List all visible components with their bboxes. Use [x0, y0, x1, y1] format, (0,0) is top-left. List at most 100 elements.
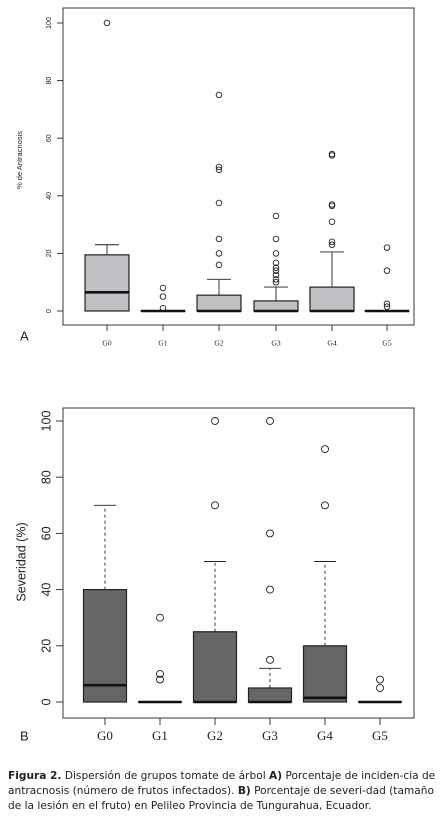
outlier-point: [156, 669, 164, 678]
outlier-point: [383, 303, 391, 310]
box-g3: [253, 212, 299, 313]
box-g5: [364, 244, 410, 313]
outlier-point: [328, 218, 336, 225]
outlier-point: [272, 235, 280, 243]
outlier-point: [272, 271, 280, 279]
plot-frame: [62, 7, 415, 326]
box-g1: [137, 613, 183, 704]
x-tick-label: G1: [158, 339, 167, 348]
caption-label-a: A): [269, 770, 283, 782]
box-g0: [82, 504, 128, 703]
outlier-point: [272, 267, 280, 274]
outlier-point: [215, 91, 223, 99]
box-rect: [192, 631, 238, 703]
box-rect: [247, 687, 293, 703]
outlier-point: [383, 267, 391, 274]
box-g5: [357, 675, 403, 704]
x-tick-label: G2: [214, 339, 223, 348]
box-rect: [309, 286, 355, 312]
outlier-point: [272, 278, 280, 286]
box-rect: [84, 254, 130, 312]
plot-frame: [62, 407, 415, 719]
y-tick-label: 40: [46, 192, 53, 200]
outlier-point: [215, 166, 223, 174]
y-axis-label: % de Antracnosis: [15, 131, 24, 189]
outlier-point: [383, 300, 391, 308]
y-tick-label: 20: [46, 249, 53, 257]
outlier-point: [266, 655, 274, 664]
outlier-point: [266, 585, 274, 594]
x-tick-label: G3: [271, 339, 280, 348]
chart-panel-b: 0 20 40 60 80 100 Severidad (%) G0 G1 G2 G3 G4 G5 B: [14, 407, 415, 743]
box-g4: [302, 445, 348, 703]
outlier-point: [376, 684, 384, 692]
outlier-point: [321, 445, 329, 454]
figure-caption: Figura 2. Dispersión de grupos tomate de…: [8, 769, 436, 814]
box-g1: [140, 284, 186, 313]
x-tick-label: G4: [327, 339, 336, 348]
x-tick-label: G5: [372, 728, 388, 743]
outlier-point: [266, 529, 274, 538]
figure-canvas: 0 20 40 60 80 100 % de Antracnosis G0 G1 G2 G3 G4 G5…: [14, 7, 415, 743]
box-g3: [247, 417, 293, 704]
x-tick-label: G0: [97, 728, 113, 743]
outlier-point: [272, 250, 280, 257]
x-tick-label: G2: [207, 728, 223, 743]
outlier-point: [328, 201, 336, 208]
outlier-point: [376, 675, 384, 684]
x-tick-label: G5: [382, 339, 391, 348]
outlier-point: [215, 261, 223, 269]
outlier-point: [211, 501, 219, 510]
box-rect: [253, 300, 299, 312]
outlier-point: [328, 150, 336, 158]
panel-label: A: [20, 328, 29, 343]
outlier-point: [211, 417, 219, 425]
y-tick-label: 0: [46, 309, 53, 313]
box-rect: [82, 588, 128, 703]
caption-label-b: B): [237, 785, 251, 797]
box-g0: [84, 19, 130, 312]
outlier-point: [328, 241, 336, 249]
caption-figure-label: Figura 2.: [8, 770, 62, 782]
caption-text-1: Dispersión de grupos tomate de árbol: [61, 770, 270, 782]
caption-text-3: Porcentaje de severi-dad (tamaño de la l…: [8, 785, 434, 812]
outlier-point: [215, 250, 223, 257]
y-tick-label: 40: [39, 583, 53, 597]
outlier-point: [272, 276, 280, 283]
outlier-point: [103, 19, 111, 27]
outlier-point: [272, 264, 280, 272]
outlier-point: [215, 199, 223, 207]
outlier-point: [328, 238, 336, 246]
x-tick-label: G3: [262, 728, 278, 743]
y-tick-label: 20: [39, 639, 53, 653]
y-tick-label: 80: [46, 77, 53, 85]
box-g2: [192, 417, 238, 704]
y-tick-label: 0: [39, 698, 53, 705]
caption-text-2: Porcentaje de inciden-cia de antracnosis…: [8, 770, 436, 797]
outlier-point: [383, 244, 391, 251]
x-tick-label: G4: [317, 728, 333, 743]
y-tick-label: 60: [46, 134, 53, 142]
box-rect: [302, 645, 348, 703]
y-tick-label: 60: [39, 526, 53, 540]
y-tick-label: 80: [39, 470, 53, 484]
box-rect: [196, 294, 242, 312]
outlier-point: [156, 613, 164, 622]
x-tick-label: G0: [102, 339, 111, 348]
outlier-point: [159, 284, 167, 292]
outlier-point: [159, 293, 167, 300]
outlier-point: [321, 501, 329, 510]
chart-panel-a: 0 20 40 60 80 100 % de Antracnosis G0 G1 G2 G3 G4 G5…: [15, 7, 415, 348]
outlier-point: [156, 675, 164, 684]
y-tick-label: 100: [39, 411, 53, 432]
panel-label: B: [20, 728, 29, 743]
box-g2: [196, 91, 242, 313]
outlier-point: [272, 259, 280, 267]
outlier-point: [215, 235, 223, 243]
x-tick-label: G1: [152, 728, 168, 743]
outlier-point: [215, 163, 223, 171]
outlier-point: [272, 212, 280, 220]
box-g4: [309, 150, 355, 313]
y-tick-label: 100: [46, 17, 53, 29]
outlier-point: [159, 304, 167, 312]
